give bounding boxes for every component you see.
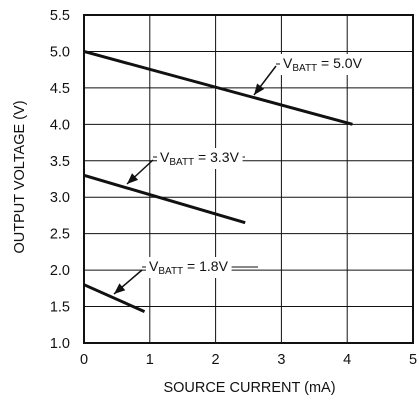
x-tick-label: 5 xyxy=(409,352,417,368)
y-tick-label: 4.0 xyxy=(50,117,70,133)
plot-frame xyxy=(83,14,414,344)
series-label-text: VBATT = 1.8V xyxy=(149,258,229,277)
label-backdrop xyxy=(157,148,243,169)
y-tick-label: 3.5 xyxy=(50,154,70,170)
x-tick-label: 0 xyxy=(80,352,88,368)
y-tick-label: 4.5 xyxy=(50,81,70,97)
y-tick-labels: 1.0 1.5 2.0 2.5 3.0 3.5 4.0 4.5 5.0 5.5 xyxy=(50,8,70,352)
series-label-text: VBATT = 3.3V xyxy=(160,149,240,168)
series-line-0 xyxy=(83,49,353,126)
y-tick-label: 2.0 xyxy=(50,263,70,279)
series-label-text: VBATT = 5.0V xyxy=(283,55,363,74)
x-tick-labels: 0 1 2 3 4 5 xyxy=(80,352,417,368)
series-label-2: VBATT = 1.8V xyxy=(113,257,258,295)
label-backdrop xyxy=(146,257,232,278)
series-lines xyxy=(83,49,353,314)
series-label-0: VBATT = 5.0V xyxy=(253,54,366,96)
label-backdrop xyxy=(280,54,366,75)
x-axis-title: SOURCE CURRENT (mA) xyxy=(163,380,335,396)
series-line-2 xyxy=(83,283,146,314)
y-tick-label: 2.5 xyxy=(50,227,70,243)
series-labels: VBATT = 5.0V VBATT = 3.3V VBATT = 1.8V xyxy=(113,54,366,295)
y-tick-label: 1.5 xyxy=(50,300,70,316)
y-tick-label: 5.0 xyxy=(50,44,70,60)
x-tick-label: 3 xyxy=(277,352,285,368)
x-tick-label: 2 xyxy=(212,352,220,368)
x-tick-label: 4 xyxy=(343,352,351,368)
x-tick-label: 1 xyxy=(146,352,154,368)
y-axis-title: OUTPUT VOLTAGE (V) xyxy=(12,100,28,253)
series-label-1: VBATT = 3.3V xyxy=(126,148,245,185)
arrowhead xyxy=(114,283,126,294)
y-tick-label: 5.5 xyxy=(50,8,70,24)
arrowhead xyxy=(127,173,139,184)
y-tick-label: 3.0 xyxy=(50,190,70,206)
series-line-1 xyxy=(83,173,246,225)
y-tick-label: 1.0 xyxy=(50,336,70,352)
arrowhead xyxy=(254,83,265,95)
